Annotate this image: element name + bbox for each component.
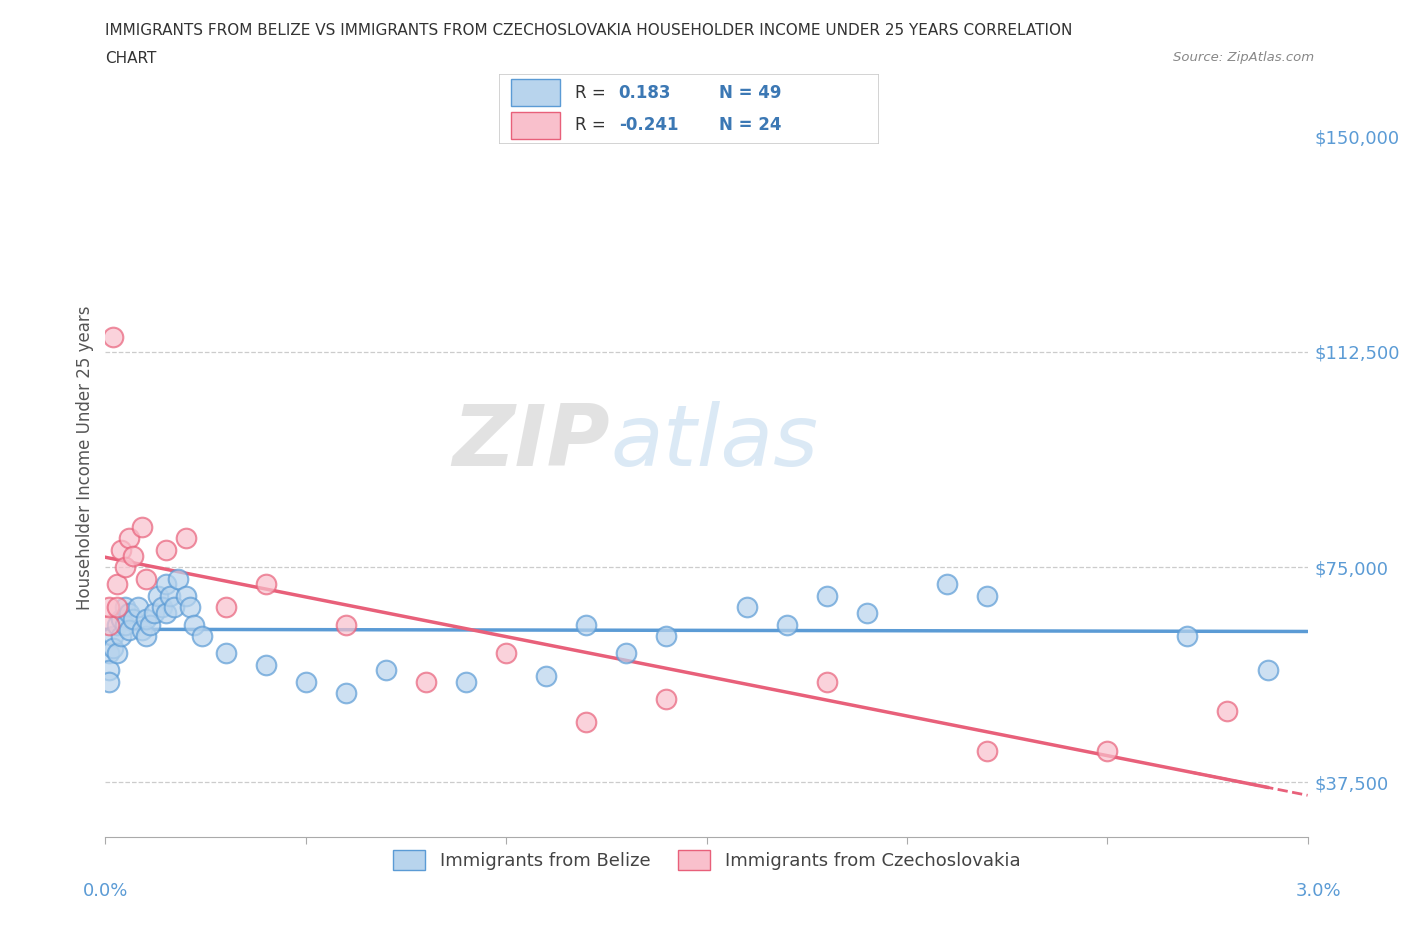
Point [976, 589, 998, 604]
Point [146, 589, 169, 604]
Point [103, 640, 125, 655]
Point [815, 589, 838, 604]
Point [110, 611, 132, 626]
Point [1177, 629, 1199, 644]
Point [214, 600, 236, 615]
Point [575, 618, 598, 632]
Point [1097, 743, 1119, 758]
Point [135, 629, 157, 644]
Point [936, 577, 959, 591]
Point [122, 611, 145, 626]
Point [155, 577, 177, 591]
Point [118, 605, 141, 620]
Point [295, 674, 318, 689]
Text: atlas: atlas [610, 402, 818, 485]
Point [118, 623, 141, 638]
Point [179, 600, 201, 615]
Point [155, 542, 177, 557]
Point [135, 611, 157, 626]
Text: 3.0%: 3.0% [1296, 882, 1341, 900]
Point [174, 589, 197, 604]
Point [150, 600, 173, 615]
Point [655, 629, 678, 644]
FancyBboxPatch shape [499, 74, 879, 144]
Point [856, 605, 879, 620]
Point [138, 618, 160, 632]
Point [98, 645, 121, 660]
Text: Source: ZipAtlas.com: Source: ZipAtlas.com [1174, 51, 1315, 64]
Point [142, 605, 165, 620]
Point [655, 692, 678, 707]
Point [98, 618, 121, 632]
Point [103, 330, 125, 345]
Point [131, 623, 153, 638]
Point [183, 618, 205, 632]
Point [131, 520, 153, 535]
Point [107, 600, 129, 615]
Point [166, 571, 188, 586]
Point [976, 743, 998, 758]
Point [114, 618, 136, 632]
Point [1257, 663, 1279, 678]
Text: 0.183: 0.183 [619, 84, 671, 102]
Point [110, 629, 132, 644]
Point [575, 715, 598, 730]
Point [254, 577, 277, 591]
Point [375, 663, 398, 678]
Point [135, 571, 157, 586]
Point [162, 600, 184, 615]
Point [127, 600, 149, 615]
Point [254, 658, 277, 672]
Text: N = 24: N = 24 [720, 116, 782, 134]
Point [616, 645, 638, 660]
Point [114, 600, 136, 615]
Point [98, 674, 121, 689]
FancyBboxPatch shape [510, 79, 560, 106]
Point [415, 674, 437, 689]
Point [98, 663, 121, 678]
Point [495, 645, 517, 660]
Text: 0.0%: 0.0% [83, 882, 128, 900]
Text: ZIP: ZIP [453, 402, 610, 485]
Point [776, 618, 799, 632]
Point [118, 531, 141, 546]
Point [190, 629, 212, 644]
Point [122, 548, 145, 563]
FancyBboxPatch shape [510, 113, 560, 139]
Point [335, 686, 357, 701]
Legend: Immigrants from Belize, Immigrants from Czechoslovakia: Immigrants from Belize, Immigrants from … [385, 843, 1028, 877]
Text: R =: R = [575, 116, 612, 134]
Point [174, 531, 197, 546]
Text: IMMIGRANTS FROM BELIZE VS IMMIGRANTS FROM CZECHOSLOVAKIA HOUSEHOLDER INCOME UNDE: IMMIGRANTS FROM BELIZE VS IMMIGRANTS FRO… [105, 23, 1073, 38]
Point [114, 560, 136, 575]
Text: R =: R = [575, 84, 612, 102]
Y-axis label: Householder Income Under 25 years: Householder Income Under 25 years [76, 306, 94, 610]
Text: N = 49: N = 49 [720, 84, 782, 102]
Point [110, 542, 132, 557]
Point [456, 674, 478, 689]
Point [98, 600, 121, 615]
Text: CHART: CHART [105, 51, 157, 66]
Point [107, 577, 129, 591]
Point [1216, 703, 1239, 718]
Point [107, 645, 129, 660]
Point [107, 618, 129, 632]
Point [214, 645, 236, 660]
Point [335, 618, 357, 632]
Point [155, 605, 177, 620]
Point [159, 589, 181, 604]
Point [735, 600, 758, 615]
Text: -0.241: -0.241 [619, 116, 678, 134]
Point [536, 669, 558, 684]
Point [103, 629, 125, 644]
Point [815, 674, 838, 689]
